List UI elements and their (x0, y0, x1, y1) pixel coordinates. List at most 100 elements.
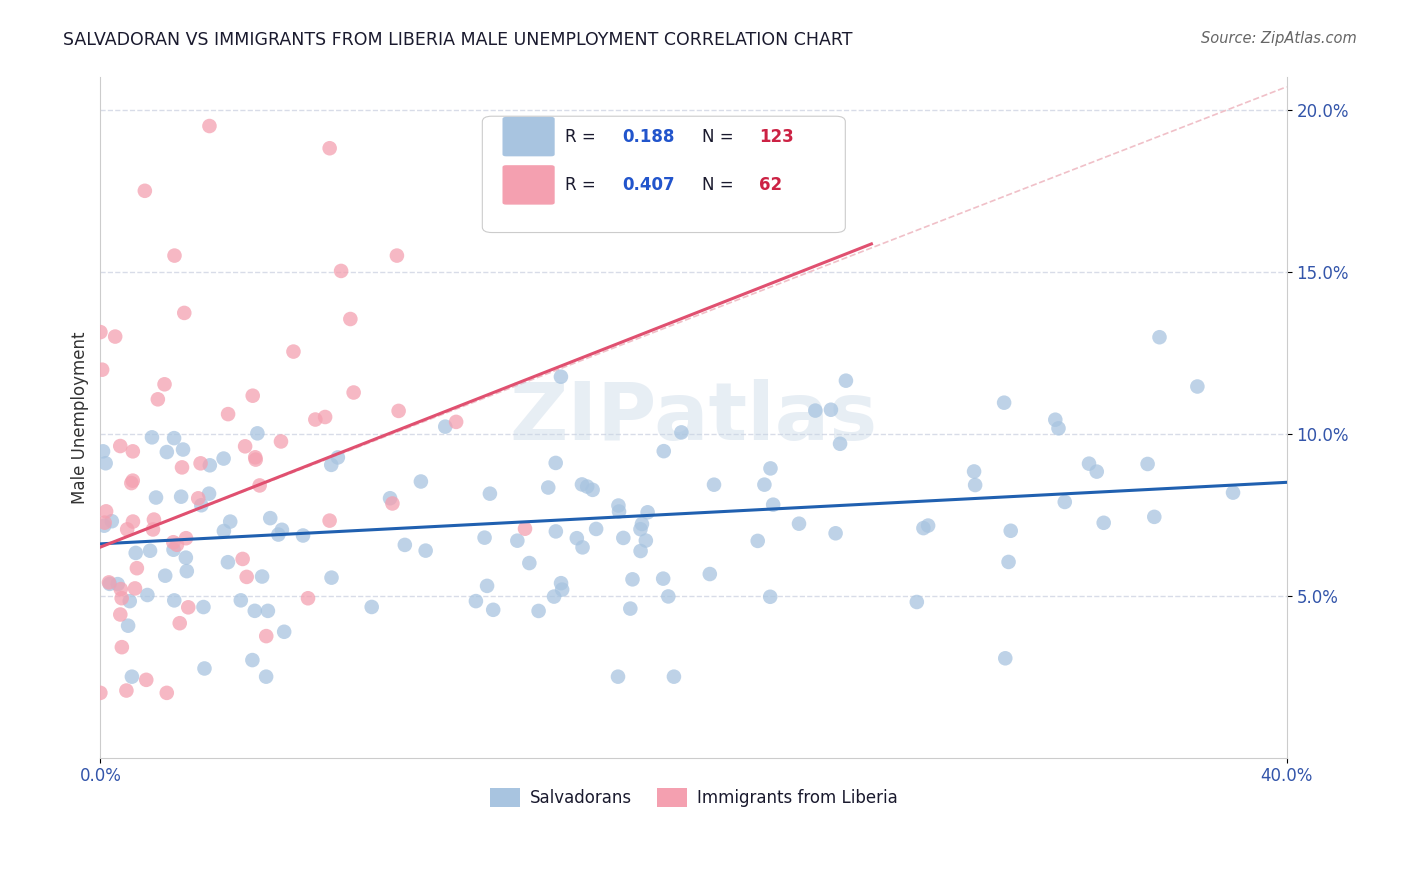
Point (434, 419, 457, 434)
Point (630, 522, 652, 536)
Point (187, 491, 209, 506)
Point (97, 575, 120, 590)
Point (292, 528, 315, 542)
Point (637, 505, 659, 519)
Point (444, 415, 467, 429)
Text: N =: N = (702, 176, 738, 194)
Text: ZIPatlas: ZIPatlas (509, 378, 877, 457)
Point (631, 516, 654, 531)
Point (321, 458, 343, 472)
Point (177, 600, 200, 615)
Point (517, 556, 540, 570)
Text: 62: 62 (759, 176, 782, 194)
Text: 123: 123 (759, 128, 793, 145)
Point (141, 430, 163, 444)
Point (464, 594, 486, 608)
Point (217, 555, 239, 569)
Point (156, 445, 179, 459)
Point (1047, 421, 1070, 435)
Point (94, 456, 117, 470)
Point (762, 498, 785, 512)
Point (544, 524, 567, 539)
Point (652, 444, 675, 458)
Point (142, 512, 165, 526)
Point (527, 604, 550, 618)
Point (193, 600, 215, 615)
Point (259, 511, 281, 525)
Point (283, 344, 305, 359)
Point (162, 542, 184, 557)
Point (394, 538, 416, 552)
Point (170, 460, 193, 475)
Point (378, 491, 401, 506)
Point (235, 570, 257, 584)
Point (91, 444, 114, 458)
Point (172, 442, 194, 457)
Point (198, 458, 221, 473)
Point (110, 582, 132, 596)
Point (118, 594, 141, 608)
Point (385, 249, 408, 263)
Point (997, 555, 1019, 569)
Point (89, 325, 111, 339)
Point (619, 601, 641, 615)
Point (917, 518, 939, 533)
Point (163, 249, 186, 263)
Point (318, 514, 340, 528)
Point (1078, 457, 1101, 471)
Text: 0.188: 0.188 (623, 128, 675, 145)
Point (169, 616, 191, 631)
Point (1149, 330, 1171, 344)
Point (121, 670, 143, 684)
Point (905, 595, 928, 609)
Point (94, 504, 117, 518)
Point (124, 582, 146, 596)
Point (212, 524, 235, 538)
Point (607, 504, 630, 518)
Point (571, 477, 593, 491)
Text: 0.407: 0.407 (623, 176, 675, 194)
Point (537, 481, 560, 495)
Point (339, 312, 361, 326)
Point (330, 264, 353, 278)
Point (787, 516, 810, 531)
Point (115, 522, 138, 536)
Point (125, 561, 148, 575)
Point (607, 499, 630, 513)
Point (1136, 457, 1159, 471)
Text: R =: R = (565, 128, 602, 145)
Point (134, 184, 156, 198)
Point (257, 604, 280, 618)
Point (565, 531, 588, 545)
Point (145, 491, 167, 505)
Point (242, 653, 264, 667)
Point (343, 385, 366, 400)
Point (314, 409, 336, 424)
Point (193, 661, 215, 675)
Point (1143, 509, 1166, 524)
Point (98, 577, 121, 591)
Point (121, 444, 143, 458)
Point (630, 544, 652, 558)
Point (173, 306, 195, 320)
Point (804, 403, 827, 417)
Point (146, 392, 169, 407)
Point (759, 590, 782, 604)
Point (820, 402, 842, 417)
Point (162, 535, 184, 549)
Point (111, 591, 134, 606)
Point (581, 483, 603, 497)
Point (89, 686, 111, 700)
Point (657, 590, 679, 604)
Point (267, 527, 290, 541)
FancyBboxPatch shape (482, 116, 845, 233)
Point (612, 531, 634, 545)
Text: R =: R = (565, 176, 602, 194)
Point (233, 439, 256, 453)
Point (254, 670, 277, 684)
Point (912, 521, 935, 535)
Point (835, 374, 858, 388)
Point (828, 437, 851, 451)
Point (1092, 516, 1115, 530)
Point (415, 543, 437, 558)
